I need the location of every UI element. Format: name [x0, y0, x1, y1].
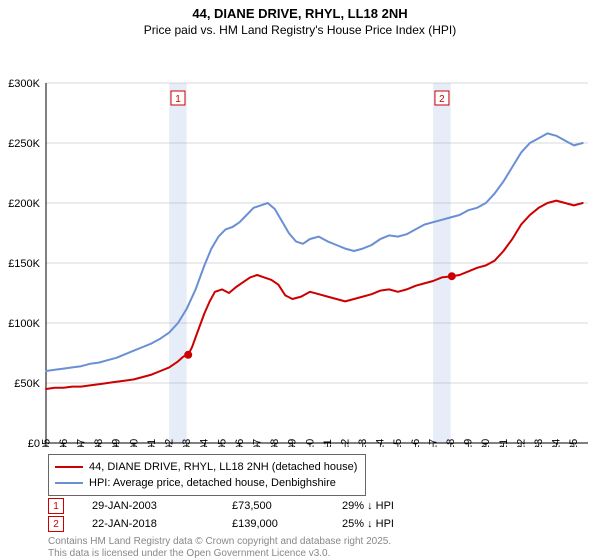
- legend: 44, DIANE DRIVE, RHYL, LL18 2NH (detache…: [48, 454, 366, 496]
- svg-text:1: 1: [175, 94, 181, 105]
- marker-row: 2 22-JAN-2018 £139,000 25% ↓ HPI: [48, 515, 462, 533]
- chart-container: 44, DIANE DRIVE, RHYL, LL18 2NH Price pa…: [0, 0, 600, 560]
- marker-price: £73,500: [232, 500, 342, 512]
- legend-swatch: [55, 482, 83, 484]
- svg-text:£200K: £200K: [8, 198, 40, 210]
- marker-table: 1 29-JAN-2003 £73,500 29% ↓ HPI 2 22-JAN…: [48, 497, 462, 533]
- line-chart: £0£50K£100K£150K£200K£250K£300K199519961…: [0, 37, 600, 447]
- marker-id-box: 2: [48, 516, 64, 532]
- marker-date: 22-JAN-2018: [64, 518, 232, 530]
- chart-titles: 44, DIANE DRIVE, RHYL, LL18 2NH Price pa…: [0, 0, 600, 37]
- footer-attribution: Contains HM Land Registry data © Crown c…: [48, 536, 391, 560]
- svg-text:£300K: £300K: [8, 78, 40, 90]
- legend-label: 44, DIANE DRIVE, RHYL, LL18 2NH (detache…: [89, 461, 357, 473]
- marker-vs-hpi: 25% ↓ HPI: [342, 518, 462, 530]
- footer-line: Contains HM Land Registry data © Crown c…: [48, 536, 391, 548]
- legend-label: HPI: Average price, detached house, Denb…: [89, 477, 336, 489]
- footer-line: This data is licensed under the Open Gov…: [48, 548, 391, 560]
- marker-price: £139,000: [232, 518, 342, 530]
- chart-title: 44, DIANE DRIVE, RHYL, LL18 2NH: [0, 6, 600, 21]
- svg-text:£100K: £100K: [8, 318, 40, 330]
- marker-date: 29-JAN-2003: [64, 500, 232, 512]
- svg-text:£250K: £250K: [8, 138, 40, 150]
- svg-text:£50K: £50K: [14, 378, 40, 390]
- legend-item: 44, DIANE DRIVE, RHYL, LL18 2NH (detache…: [55, 459, 357, 475]
- marker-vs-hpi: 29% ↓ HPI: [342, 500, 462, 512]
- marker-id-box: 1: [48, 498, 64, 514]
- svg-text:£0: £0: [28, 438, 40, 447]
- chart-subtitle: Price paid vs. HM Land Registry's House …: [0, 23, 600, 37]
- svg-text:£150K: £150K: [8, 258, 40, 270]
- marker-row: 1 29-JAN-2003 £73,500 29% ↓ HPI: [48, 497, 462, 515]
- svg-text:2: 2: [439, 94, 445, 105]
- legend-swatch: [55, 466, 83, 468]
- legend-item: HPI: Average price, detached house, Denb…: [55, 475, 357, 491]
